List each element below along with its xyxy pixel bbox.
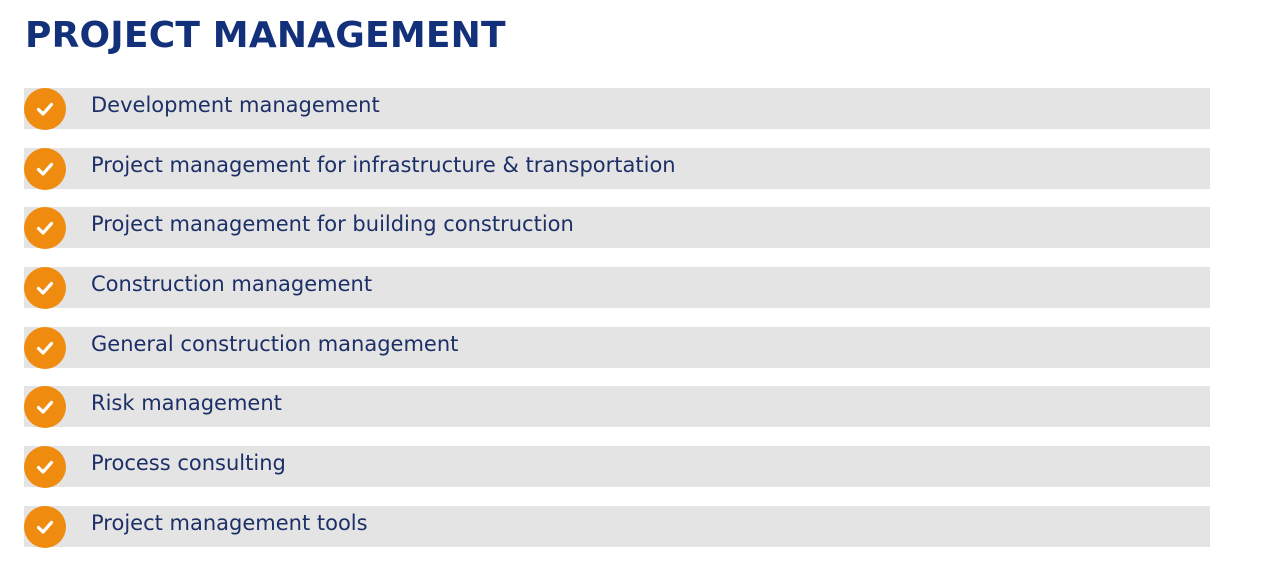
list-item-label: Development management [91,93,380,117]
list-item-label: General construction management [91,331,459,356]
list-item-label: Project management for infrastructure & … [91,152,676,177]
list-item-label: Project management tools [91,510,368,535]
checkmark-icon [24,207,66,250]
list-item: Construction management [24,267,1210,310]
checkmark-icon [24,505,66,548]
list-item: Process consulting [24,446,1210,489]
checkmark-icon [24,386,66,429]
list-item: Project management tools [24,505,1210,548]
list-item: Project management for building construc… [24,207,1210,250]
checkmark-icon [24,326,66,369]
list-item-label: Process consulting [91,451,286,476]
list-item-label: Project management for building construc… [91,212,574,237]
services-list: Development management Project managemen… [24,88,1210,566]
page-title: PROJECT MANAGEMENT [25,15,506,56]
checkmark-icon [24,267,66,310]
checkmark-icon [24,88,66,130]
list-item-label: Risk management [91,391,282,416]
list-item: Development management [24,88,1210,130]
checkmark-icon [24,446,66,489]
list-item: General construction management [24,326,1210,369]
list-item-label: Construction management [91,272,373,297]
list-item: Risk management [24,386,1210,429]
checkmark-icon [24,147,66,190]
list-item: Project management for infrastructure & … [24,147,1210,190]
